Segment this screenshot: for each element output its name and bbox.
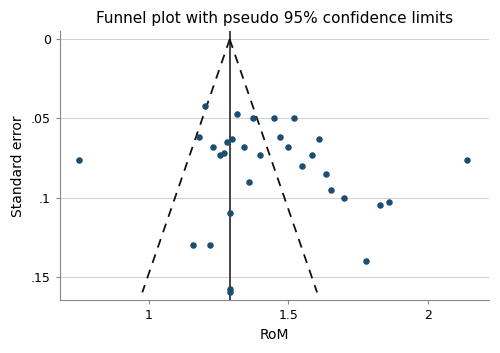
Point [276, 134, 284, 140]
Point [284, 144, 292, 150]
Point [340, 195, 348, 201]
Point [223, 139, 231, 145]
X-axis label: RoM: RoM [260, 328, 289, 342]
Point [376, 203, 384, 208]
Point [240, 144, 248, 150]
Point [298, 163, 306, 169]
Point [200, 103, 208, 109]
Point [384, 199, 392, 205]
Point [328, 187, 336, 192]
Point [362, 258, 370, 264]
Point [290, 115, 298, 121]
Point [75, 157, 83, 162]
Point [216, 152, 224, 158]
Point [232, 111, 240, 116]
Point [226, 286, 234, 292]
Point [226, 210, 234, 216]
Point [462, 157, 470, 162]
Point [245, 179, 253, 185]
Point [195, 134, 203, 140]
Point [250, 115, 258, 121]
Point [322, 171, 330, 176]
Point [209, 144, 217, 150]
Point [315, 136, 323, 142]
Point [190, 242, 198, 248]
Point [206, 242, 214, 248]
Point [220, 150, 228, 156]
Point [256, 152, 264, 158]
Y-axis label: Standard error: Standard error [11, 115, 25, 217]
Point [228, 136, 236, 142]
Point [270, 115, 278, 121]
Point [226, 289, 234, 295]
Title: Funnel plot with pseudo 95% confidence limits: Funnel plot with pseudo 95% confidence l… [96, 11, 453, 26]
Point [308, 152, 316, 158]
